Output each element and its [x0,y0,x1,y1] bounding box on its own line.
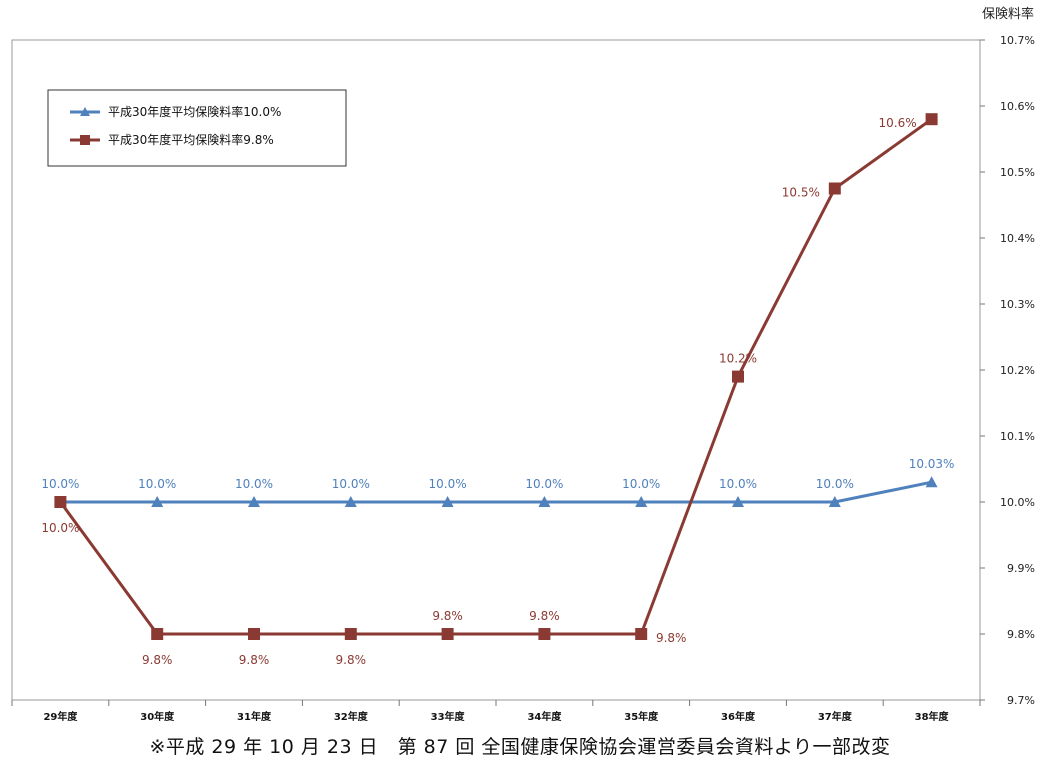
data-point [151,628,164,640]
y-tick-label: 10.2% [1000,364,1035,377]
legend-label: 平成30年度平均保険料率10.0% [108,104,281,119]
data-labels: 10.0% 10.0% 10.0% 10.0% 10.0% 10.0% 10.0% 10.0%… [41,116,954,667]
y-tick-label: 10.5% [1000,166,1035,179]
data-point [344,628,357,640]
series-line-1 [60,480,932,504]
data-point [828,496,841,507]
x-tick-label: 38年度 [915,710,950,723]
line-chart: 9.7% 9.8% 9.9% 10.0% 10.1% 10.2% 10.3% 10.4% 10.… [11,6,1035,723]
data-label: 9.8% [142,653,173,667]
x-tick-label: 36年度 [721,710,756,723]
data-point [248,496,260,507]
series-layer [54,113,938,640]
x-tick-label: 31年度 [237,710,272,723]
y-tick-label: 9.8% [1007,628,1035,641]
data-point [538,628,551,640]
data-label: 10.0% [622,477,660,491]
legend-box [47,89,347,167]
x-tick-label: 32年度 [334,710,369,723]
data-label: 10.0% [41,521,79,535]
x-tick-label: 30年度 [140,710,175,723]
y-tick-label: 10.7% [1000,34,1035,47]
data-point [635,496,648,507]
legend-label: 平成30年度平均保険料率9.8% [108,132,274,147]
legend: 平成30年度平均保険料率10.0% 平成30年度平均保険料率9.8% [47,89,347,167]
axes: 9.7% 9.8% 9.9% 10.0% 10.1% 10.2% 10.3% 10.4% 10.… [11,6,1035,723]
data-label: 10.5% [782,186,820,200]
data-label: 9.8% [336,653,367,667]
data-label: 9.8% [239,653,270,667]
data-label: 9.8% [529,609,560,623]
data-label: 10.0% [719,477,757,491]
data-point [441,496,454,507]
x-tick-label: 33年度 [431,710,466,723]
series-line-2 [59,117,933,636]
data-label: 10.0% [41,477,79,491]
y-tick-label: 10.6% [1000,100,1035,113]
data-point [828,182,841,195]
data-point [538,496,551,507]
data-label: 10.6% [879,116,917,130]
data-label: 10.03% [909,457,955,471]
data-label: 10.2% [719,352,757,366]
x-tick-label: 34年度 [527,710,562,723]
data-point [732,496,744,507]
footnote: ※平成 29 年 10 月 23 日 第 87 回 全国健康保険協会運営委員会資… [149,736,891,758]
data-point [54,496,67,508]
data-label: 10.0% [332,477,370,491]
y-tick-label: 10.4% [1000,232,1035,245]
y-tick-label: 9.7% [1007,694,1035,707]
data-point [248,628,260,640]
data-label: 9.8% [656,631,687,645]
data-point [732,370,744,383]
data-point [925,113,938,126]
y-tick-label: 9.9% [1007,562,1035,575]
legend-marker [80,135,90,145]
data-label: 10.0% [138,477,176,491]
y-tick-label: 10.0% [1000,496,1035,509]
data-label: 10.0% [235,477,273,491]
x-tick-label: 35年度 [624,710,659,723]
data-label: 9.8% [432,609,463,623]
data-point [344,496,357,507]
data-point [925,476,938,488]
data-point [151,496,164,507]
data-label: 10.0% [816,477,854,491]
data-label: 10.0% [429,477,467,491]
y-tick-label: 10.1% [1000,430,1035,443]
data-point [441,628,454,640]
x-tick-label: 37年度 [818,710,853,723]
y-tick-label: 10.3% [1000,298,1035,311]
legend-marker [80,107,90,116]
y-axis-title: 保険料率 [982,6,1034,22]
data-point [635,628,648,640]
x-tick-label: 29年度 [43,710,78,723]
data-label: 10.0% [525,477,563,491]
